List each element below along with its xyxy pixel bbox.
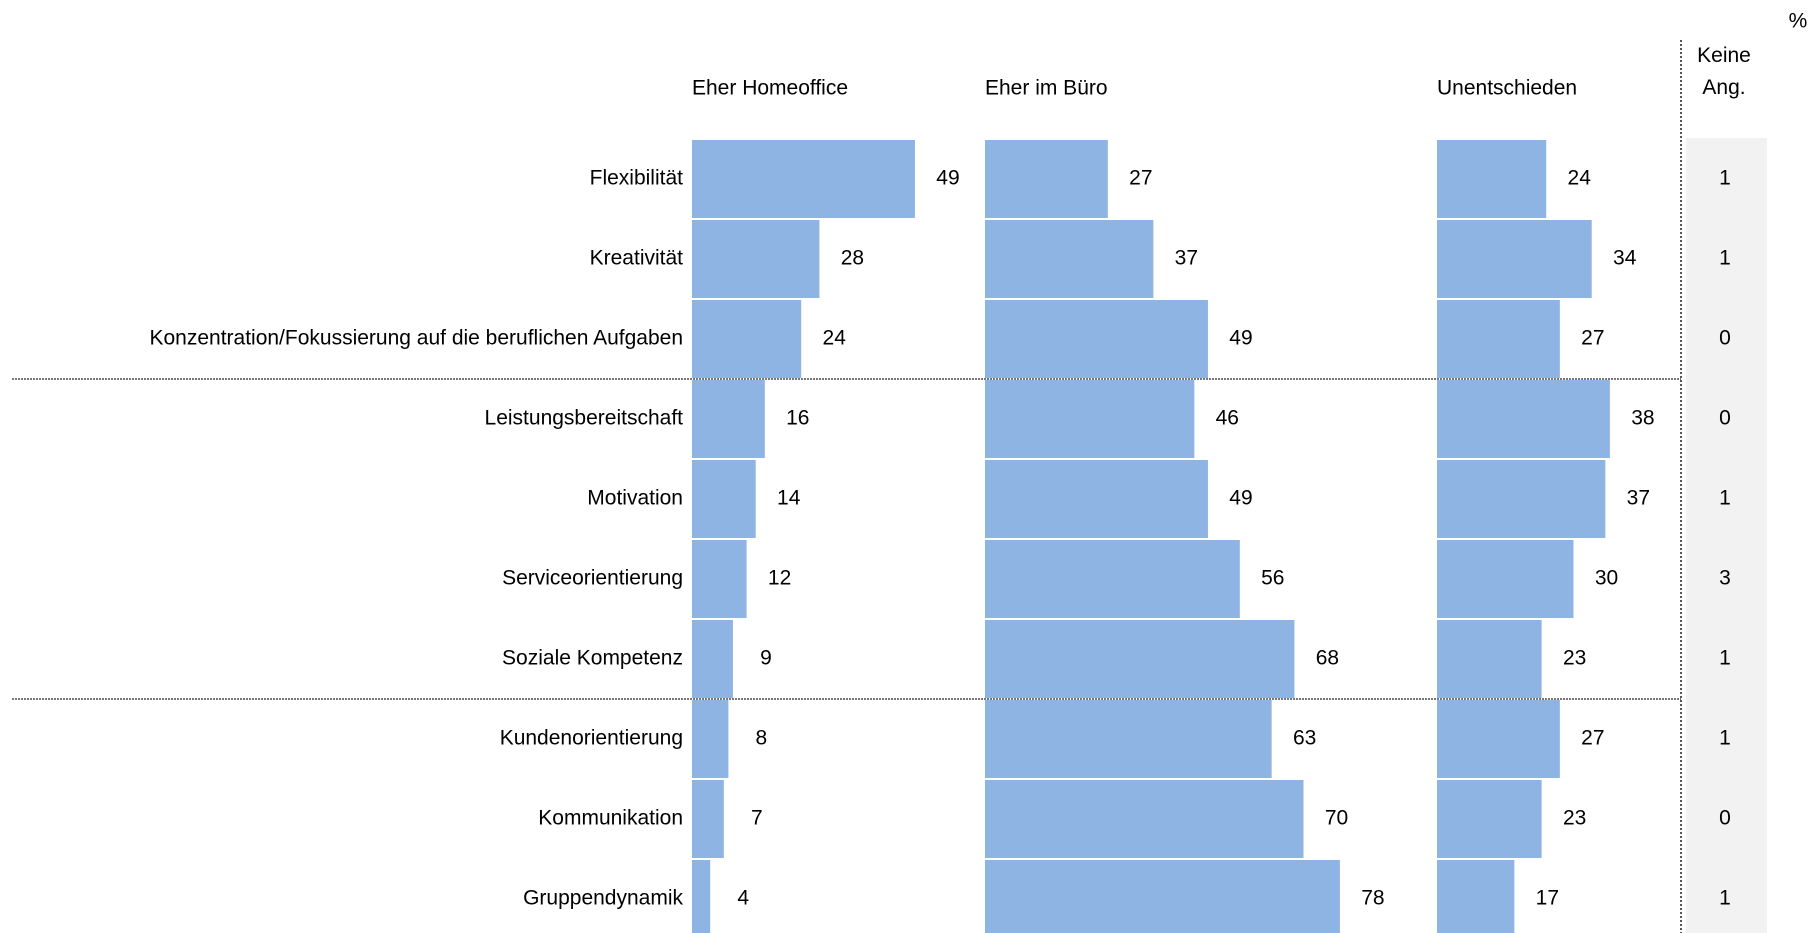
bar [692,780,724,858]
bar [692,540,747,618]
no-answer-header: Keine Ang. [1697,44,1751,99]
no-answer-value: 1 [1719,887,1731,910]
unit-label: % [1789,10,1808,33]
value-label: 63 [1293,727,1316,750]
bar [692,700,729,778]
value-label: 78 [1361,887,1384,910]
bar [985,300,1208,378]
value-label: 49 [1229,487,1252,510]
bar [1437,220,1592,298]
bar [985,540,1240,618]
bar [692,620,733,698]
bar [692,460,756,538]
bar [1437,460,1606,538]
value-label: 14 [777,487,801,510]
no-answer-value: 1 [1719,247,1731,270]
no-answer-value: 0 [1719,327,1731,350]
bar [1437,860,1515,933]
value-label: 28 [841,247,864,270]
category-label: Gruppendynamik [523,887,683,910]
no-answer-value: 0 [1719,807,1731,830]
category-label: Serviceorientierung [502,567,683,590]
value-label: 4 [737,887,749,910]
bar [1437,620,1542,698]
value-label: 68 [1316,647,1339,670]
no-answer-value: 3 [1719,567,1731,590]
value-label: 24 [823,327,847,350]
bar [1437,780,1542,858]
no-answer-value: 1 [1719,647,1731,670]
value-label: 37 [1175,247,1198,270]
value-label: 16 [786,407,809,430]
bar [985,860,1340,933]
value-label: 12 [768,567,791,590]
category-label: Leistungsbereitschaft [485,407,684,430]
value-label: 37 [1627,487,1650,510]
bar [985,380,1195,458]
bar [985,220,1154,298]
value-label: 49 [1229,327,1252,350]
category-label: Kommunikation [538,807,683,830]
series-header: Unentschieden [1437,77,1577,100]
category-label: Soziale Kompetenz [502,647,683,670]
value-label: 24 [1568,167,1592,190]
value-label: 38 [1631,407,1654,430]
value-label: 9 [760,647,772,670]
no-answer-value: 1 [1719,487,1731,510]
bar [692,140,915,218]
bar [1437,700,1560,778]
bar [1437,140,1547,218]
value-label: 23 [1563,807,1586,830]
bar [1437,300,1560,378]
value-label: 49 [936,167,959,190]
category-label: Kundenorientierung [500,727,683,750]
no-answer-background [1686,138,1767,933]
category-label: Kreativität [590,247,684,270]
bar [692,860,711,933]
value-label: 46 [1216,407,1239,430]
bar [985,780,1304,858]
no-answer-value: 1 [1719,727,1731,750]
value-label: 34 [1613,247,1637,270]
bar [1437,540,1574,618]
value-label: 30 [1595,567,1618,590]
value-label: 70 [1325,807,1348,830]
value-label: 27 [1581,727,1604,750]
category-label: Konzentration/Fokussierung auf die beruf… [149,327,683,350]
bar [985,700,1272,778]
bar [692,380,765,458]
bar [985,620,1295,698]
category-label: Motivation [587,487,683,510]
bar [1437,380,1610,458]
value-label: 8 [756,727,768,750]
no-answer-value: 1 [1719,167,1731,190]
value-label: 17 [1536,887,1559,910]
bar [692,300,802,378]
value-label: 7 [751,807,763,830]
value-label: 27 [1581,327,1604,350]
series-header: Eher Homeoffice [692,77,848,100]
category-label: Flexibilität [590,167,684,190]
bar [692,220,820,298]
no-answer-value: 0 [1719,407,1731,430]
bar [985,460,1208,538]
value-label: 27 [1129,167,1152,190]
series-header: Eher im Büro [985,77,1108,100]
value-label: 56 [1261,567,1284,590]
bar [985,140,1108,218]
value-label: 23 [1563,647,1586,670]
